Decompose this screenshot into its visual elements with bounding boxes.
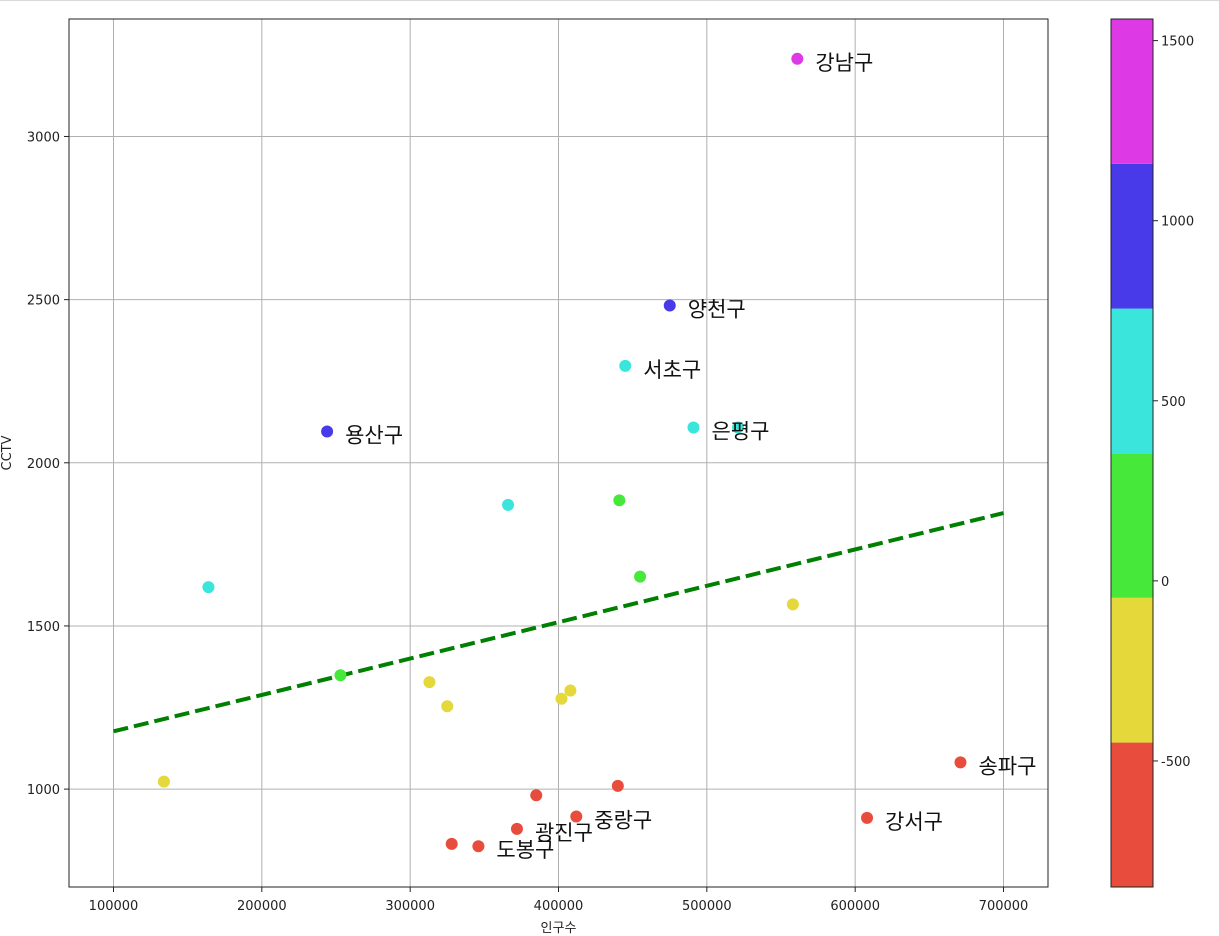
scatter-point <box>954 756 967 769</box>
point-label: 은평구 <box>711 420 769 444</box>
colorbar-band <box>1111 163 1153 309</box>
scatter-point <box>861 811 874 824</box>
y-ticks: 1000 1500 2000 2500 3000 <box>27 130 69 798</box>
point-label: 도봉구 <box>496 838 554 862</box>
point-label: 강남구 <box>815 51 873 75</box>
point-label: 송파구 <box>978 754 1036 778</box>
colorbar-tick-label: 1000 <box>1161 215 1194 230</box>
scatter-point <box>502 498 515 511</box>
scatter-point <box>731 421 744 434</box>
scatter-point <box>321 425 334 438</box>
top-border <box>0 0 1219 1</box>
x-tick-label: 600000 <box>830 899 880 914</box>
colorbar-band <box>1111 742 1153 887</box>
y-tick-label: 2000 <box>27 457 60 472</box>
point-label: 강서구 <box>885 810 943 834</box>
trendline <box>113 511 1004 734</box>
point-label: 광진구 <box>535 821 593 845</box>
colorbar-frame <box>1110 18 1154 888</box>
point-label: 양천구 <box>688 298 746 322</box>
trendline-group <box>113 511 1004 734</box>
scatter-point <box>619 359 632 372</box>
y-axis-label: CCTV <box>0 435 15 470</box>
scatter-point <box>472 840 485 853</box>
y-tick-label: 3000 <box>27 130 60 145</box>
scatter-point <box>564 684 577 697</box>
scatter-point <box>570 810 583 823</box>
colorbar: -500 0 500 1000 1500 <box>1110 18 1194 888</box>
point-label: 서초구 <box>643 358 701 382</box>
colorbar-band <box>1111 453 1153 598</box>
y-tick-label: 1000 <box>27 783 60 798</box>
scatter-point <box>423 676 436 689</box>
colorbar-tick-label: 1500 <box>1161 35 1194 50</box>
x-tick-label: 200000 <box>237 899 287 914</box>
y-tick-label: 1500 <box>27 620 60 635</box>
x-tick-label: 400000 <box>534 899 584 914</box>
point-label: 중랑구 <box>594 809 652 833</box>
x-tick-label: 300000 <box>385 899 435 914</box>
colorbar-band <box>1111 19 1153 164</box>
scatter-point <box>687 421 700 434</box>
colorbar-band <box>1111 308 1153 454</box>
colorbar-band <box>1111 597 1153 743</box>
scatter-point <box>786 598 799 611</box>
scatter-point <box>441 700 454 713</box>
scatter-point <box>611 779 624 792</box>
scatter-point <box>445 837 458 850</box>
scatter-point <box>510 822 523 835</box>
scatter-point <box>555 692 568 705</box>
scatter-point <box>157 775 170 788</box>
x-axis-label: 인구수 <box>541 921 577 936</box>
x-tick-label: 100000 <box>89 899 139 914</box>
scatter-point <box>530 789 543 802</box>
scatter-point <box>634 570 647 583</box>
y-tick-label: 2500 <box>27 294 60 309</box>
point-label: 용산구 <box>345 423 403 447</box>
x-tick-label: 500000 <box>682 899 732 914</box>
scatter-point <box>663 299 676 312</box>
scatter-point <box>613 494 626 507</box>
scatter-point <box>202 581 215 594</box>
grid-lines <box>69 19 1048 887</box>
colorbar-tick-label: -500 <box>1161 755 1191 770</box>
x-tick-label: 700000 <box>979 899 1029 914</box>
x-ticks: 100000 200000 300000 400000 500000 600000 7000… <box>89 887 1029 914</box>
scatter-point <box>791 52 804 65</box>
points-group <box>157 52 967 853</box>
colorbar-tick-label: 0 <box>1161 575 1169 590</box>
colorbar-tick-label: 500 <box>1161 395 1186 410</box>
scatter-point <box>334 669 347 682</box>
